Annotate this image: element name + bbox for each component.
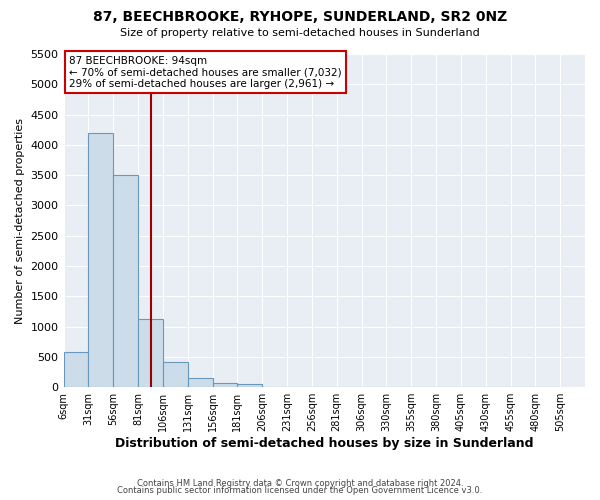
Bar bbox=[163, 362, 188, 387]
Text: Contains public sector information licensed under the Open Government Licence v3: Contains public sector information licen… bbox=[118, 486, 482, 495]
Text: 87 BEECHBROOKE: 94sqm
← 70% of semi-detached houses are smaller (7,032)
29% of s: 87 BEECHBROOKE: 94sqm ← 70% of semi-deta… bbox=[69, 56, 341, 89]
Text: Size of property relative to semi-detached houses in Sunderland: Size of property relative to semi-detach… bbox=[120, 28, 480, 38]
Bar bbox=[188, 378, 212, 387]
Bar bbox=[64, 352, 88, 387]
Bar bbox=[88, 133, 113, 387]
X-axis label: Distribution of semi-detached houses by size in Sunderland: Distribution of semi-detached houses by … bbox=[115, 437, 533, 450]
Y-axis label: Number of semi-detached properties: Number of semi-detached properties bbox=[15, 118, 25, 324]
Text: 87, BEECHBROOKE, RYHOPE, SUNDERLAND, SR2 0NZ: 87, BEECHBROOKE, RYHOPE, SUNDERLAND, SR2… bbox=[93, 10, 507, 24]
Text: Contains HM Land Registry data © Crown copyright and database right 2024.: Contains HM Land Registry data © Crown c… bbox=[137, 478, 463, 488]
Bar bbox=[238, 384, 262, 387]
Bar bbox=[113, 175, 138, 387]
Bar bbox=[212, 382, 238, 387]
Bar bbox=[138, 320, 163, 387]
